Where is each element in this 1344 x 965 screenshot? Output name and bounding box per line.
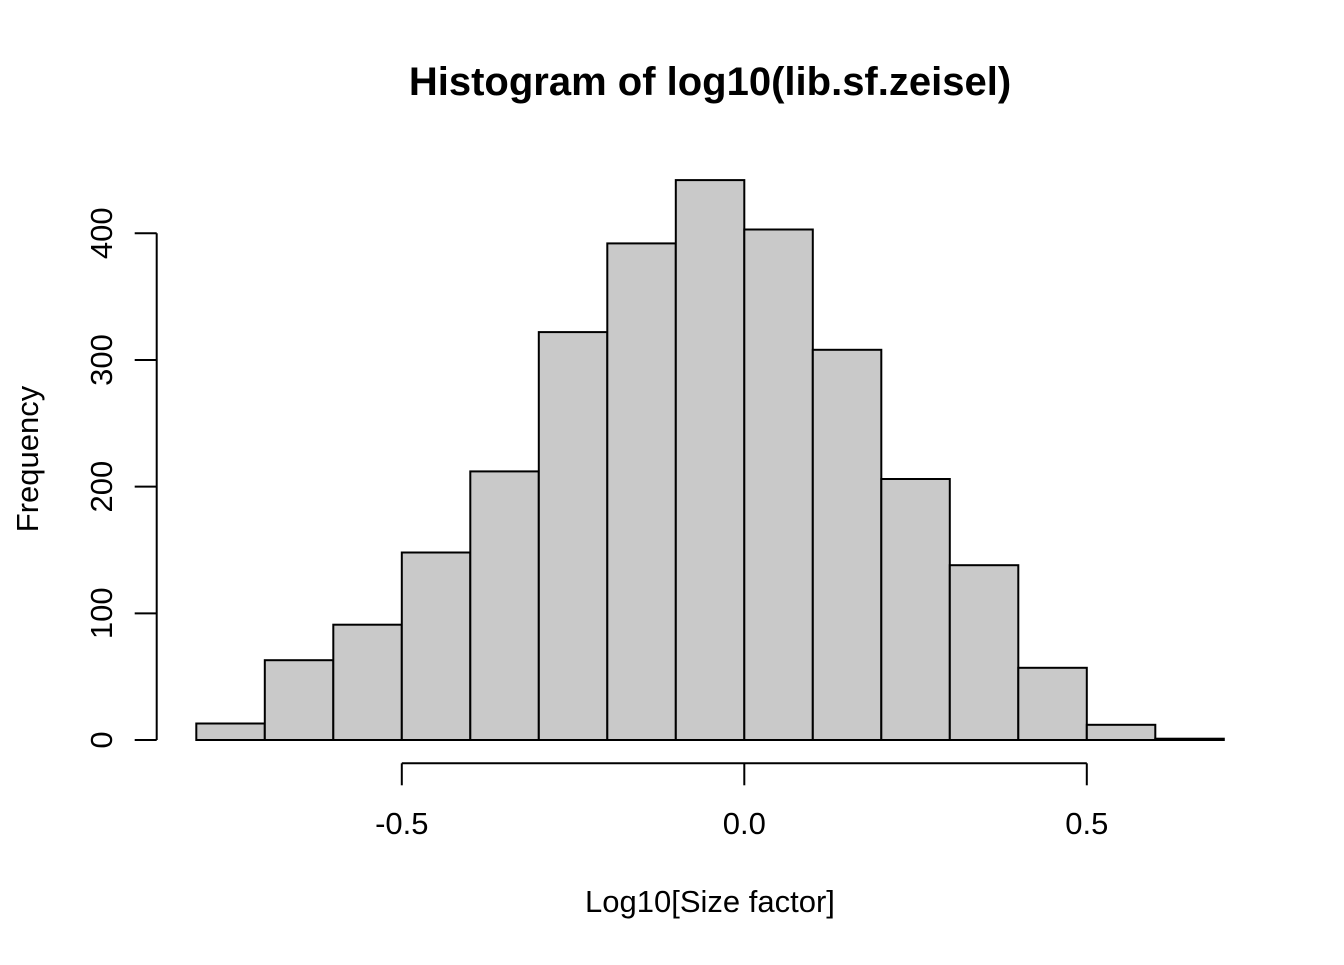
- y-axis-label: Frequency: [10, 385, 45, 532]
- histogram-bar: [674, 179, 746, 742]
- x-axis-label: Log10[Size factor]: [585, 884, 835, 919]
- histogram-bar: [1154, 737, 1225, 742]
- histogram-bar: [537, 331, 609, 741]
- histogram-bar: [263, 659, 335, 742]
- x-axis-tick-label: 0.5: [1065, 806, 1108, 841]
- histogram-bar: [332, 623, 403, 742]
- x-axis-tick-label: 0.0: [723, 806, 766, 841]
- histogram-bars-group: [195, 179, 1225, 742]
- histogram-bar: [400, 551, 472, 741]
- histogram-bar: [880, 478, 951, 741]
- histogram-bar: [1017, 666, 1088, 741]
- histogram-bar: [948, 564, 1020, 742]
- y-axis-tick-label: 300: [84, 334, 119, 386]
- chart-title: Histogram of log10(lib.sf.zeisel): [409, 60, 1011, 104]
- histogram-bar: [811, 348, 883, 741]
- histogram-bar: [1085, 723, 1157, 741]
- y-axis-tick-label: 200: [84, 461, 119, 513]
- histogram-bar: [606, 242, 677, 741]
- y-axis-tick-label: 400: [84, 207, 119, 259]
- x-axis: -0.5 0.0 0.5: [375, 762, 1108, 841]
- y-axis-tick-label: 100: [84, 587, 119, 639]
- x-axis-tick-label: -0.5: [375, 806, 428, 841]
- y-axis: 0 100 200 300 400: [84, 207, 158, 749]
- y-axis-tick-label: 0: [84, 731, 119, 748]
- histogram-bar: [195, 722, 266, 741]
- histogram-bar: [469, 470, 540, 741]
- histogram-bar: [743, 228, 814, 741]
